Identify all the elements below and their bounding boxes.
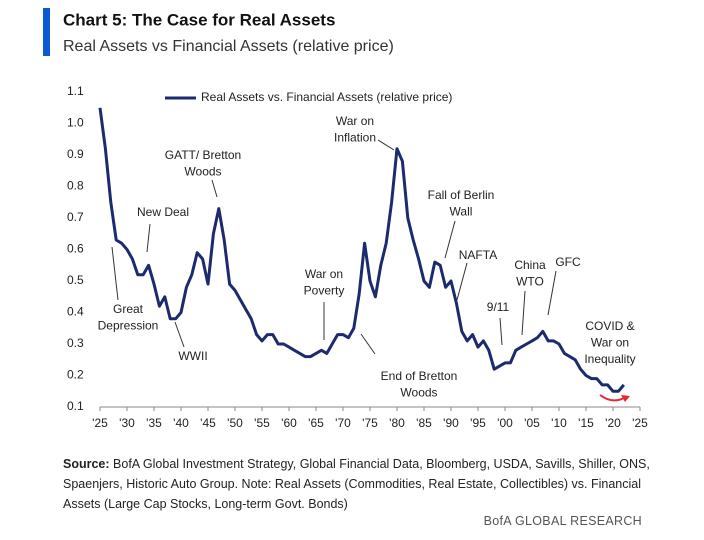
annotation: China (514, 258, 546, 272)
x-tick-label: '05 (524, 416, 540, 430)
annotation: Woods (400, 386, 437, 400)
x-tick-label: '25 (92, 416, 108, 430)
x-tick-label: '45 (200, 416, 216, 430)
annotation: GFC (555, 255, 581, 269)
x-tick-label: '65 (308, 416, 324, 430)
annotation-leader (444, 220, 456, 259)
x-tick-label: '95 (470, 416, 486, 430)
x-tick-label: '10 (551, 416, 567, 430)
footer: BofA GLOBAL RESEARCH (483, 514, 642, 528)
title-bar (43, 8, 50, 56)
annotation: Inequality (584, 352, 635, 366)
y-tick-label: 1.1 (67, 84, 84, 98)
annotation-leader (456, 262, 468, 301)
annotation: War on (336, 114, 374, 128)
annotation-leader (377, 139, 395, 151)
y-tick-label: 0.3 (67, 336, 84, 350)
annotation-leader (521, 290, 526, 336)
x-tick-label: '50 (227, 416, 243, 430)
x-tick-label: '20 (605, 416, 621, 430)
annotation-leader (499, 317, 503, 346)
y-tick-label: 1.0 (67, 116, 84, 130)
annotation: Poverty (304, 284, 345, 298)
x-tick-label: '60 (281, 416, 297, 430)
y-tick-label: 0.6 (67, 242, 84, 256)
annotation-leader (111, 246, 119, 301)
annotation-arrow (599, 394, 625, 402)
annotation: Depression (98, 319, 159, 333)
annotation: War on (591, 336, 629, 350)
y-tick-label: 0.7 (67, 210, 84, 224)
x-tick-label: '15 (578, 416, 594, 430)
x-tick-label: '55 (254, 416, 270, 430)
y-tick-label: 0.8 (67, 179, 84, 193)
data-line (98, 107, 625, 393)
x-tick-label: '90 (443, 416, 459, 430)
annotation: Fall of Berlin (428, 188, 495, 202)
annotation-leader (146, 223, 151, 253)
y-tick-label: 0.9 (67, 147, 84, 161)
y-tick-label: 0.5 (67, 273, 84, 287)
annotation-leader (360, 333, 376, 355)
chart: Chart 5: The Case for Real Assets Real A… (43, 8, 648, 430)
annotation-leader (174, 321, 185, 348)
annotation: NAFTA (459, 248, 497, 262)
y-tick-label: 0.1 (67, 399, 84, 413)
x-tick-label: '75 (362, 416, 378, 430)
annotation: War on (305, 267, 343, 281)
x-tick-label: '85 (416, 416, 432, 430)
annotation: Wall (450, 205, 473, 219)
annotation: Inflation (334, 131, 376, 145)
annotation: 9/11 (487, 300, 510, 314)
source-text: BofA Global Investment Strategy, Global … (63, 457, 650, 511)
x-tick-label: '40 (173, 416, 189, 430)
annotation: Woods (184, 165, 221, 179)
x-tick-label: '25 (632, 416, 648, 430)
annotation: WTO (516, 275, 544, 289)
annotation-leader (211, 179, 218, 198)
annotation-arrowhead (621, 395, 630, 402)
x-tick-label: '30 (119, 416, 135, 430)
x-tick-label: '35 (146, 416, 162, 430)
y-tick-label: 0.4 (67, 305, 84, 319)
source-note: Source: BofA Global Investment Strategy,… (63, 454, 663, 514)
x-tick-label: '70 (335, 416, 351, 430)
annotation: Great (113, 302, 144, 316)
chart-subtitle: Real Assets vs Financial Assets (relativ… (63, 38, 394, 55)
annotation: New Deal (137, 205, 189, 219)
legend-label: Real Assets vs. Financial Assets (relati… (201, 90, 452, 104)
annotation-leader (547, 270, 557, 316)
source-label: Source: (63, 457, 110, 471)
x-tick-label: '00 (497, 416, 513, 430)
y-tick-label: 0.2 (67, 368, 84, 382)
annotation: WWII (178, 349, 207, 363)
annotation: GATT/ Bretton (165, 148, 241, 162)
chart-title: Chart 5: The Case for Real Assets (63, 10, 335, 29)
annotation: COVID & (585, 319, 634, 333)
x-tick-label: '80 (389, 416, 405, 430)
annotation: End of Bretton (381, 369, 458, 383)
